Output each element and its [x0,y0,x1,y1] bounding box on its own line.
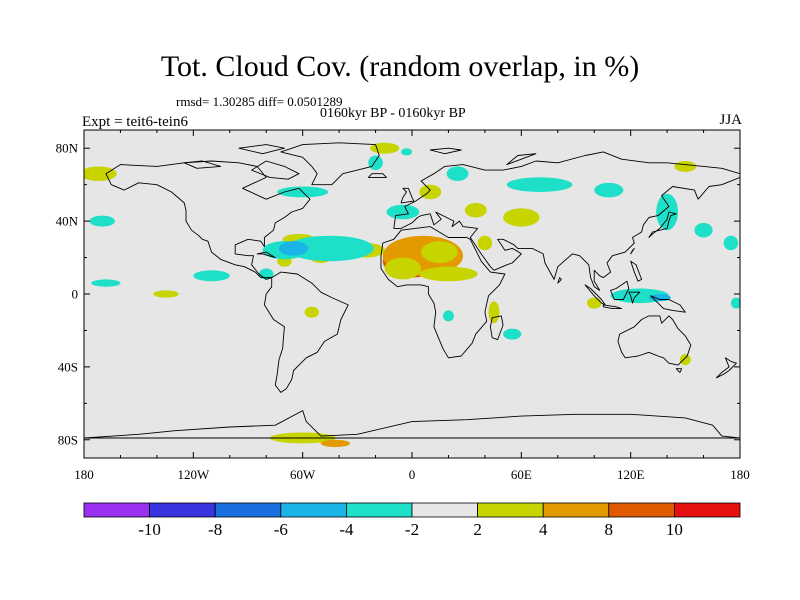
anomaly-layer [84,142,740,448]
coastline [650,295,686,313]
anomaly-patch [278,241,309,256]
coastline [610,280,630,300]
anomaly-patch [419,266,478,282]
coastline [506,153,537,166]
anomaly-patch [586,297,602,309]
axis-layer: 180 120W 60W 0 60E 120E 180 80N 40N 0 40S 80S [56,130,750,482]
coastline [557,277,562,284]
anomaly-patch [84,166,117,182]
anomaly-patch [368,155,383,171]
anomaly-patch [91,279,121,287]
x-tick-label: 60E [511,467,532,482]
anomaly-patch [320,439,351,448]
anomaly-patch [488,301,500,324]
coastline [429,147,462,155]
coastline [183,160,222,169]
colorbar-swatch [674,502,741,518]
y-tick-label: 80S [58,432,78,447]
colorbar-swatch [280,502,347,518]
colorbar-label: 10 [666,520,683,539]
colorbar-swatch [83,502,150,518]
experiment-label: Expt = teit6-tein6 [82,114,188,130]
anomaly-patch [153,290,179,298]
coastline [715,357,737,379]
anomaly-patch [723,235,739,251]
y-tick-label: 40S [58,359,78,374]
anomaly-patch [477,235,493,251]
x-tick-label: 180 [730,467,750,482]
anomaly-patch [89,215,115,227]
colorbar-label: 8 [605,520,614,539]
coastline [105,160,311,280]
anomaly-patch [386,204,420,220]
anomaly-patch [503,328,522,340]
period-label: 0160kyr BP - 0160kyr BP [320,106,466,121]
colorbar-swatch [214,502,282,518]
coastline [602,304,623,310]
x-tick-label: 0 [409,467,416,482]
y-tick-label: 0 [72,287,79,302]
coastline [630,260,643,282]
colorbar: -10 -8 -6 -4 -2 2 4 8 10 [83,502,741,539]
coastline-layer [84,142,740,439]
anomaly-patch [679,354,691,366]
coastline [648,211,677,238]
coastline [393,151,740,291]
coastline [400,187,415,204]
colorbar-swatch [411,502,478,518]
coastline [263,271,349,393]
anomaly-patch [193,270,230,282]
colorbar-swatch [608,502,675,518]
anomaly-patch [506,177,573,192]
anomaly-patch [503,208,540,227]
colorbar-label: -2 [405,520,419,539]
colorbar-label: -4 [339,520,354,539]
anomaly-patch [384,257,422,280]
coastline [251,160,300,180]
anomaly-patch [594,182,624,198]
colorbar-swatch [149,502,216,518]
coastline [489,315,504,341]
anomaly-patch [419,184,442,200]
anomaly-patch [730,297,740,309]
colorbar-swatch [477,502,544,518]
coastline [367,173,387,178]
anomaly-patch [694,222,713,238]
coastline [628,291,641,304]
anomaly-patch [304,306,320,318]
x-tick-label: 120E [617,467,645,482]
anomaly-patch [401,148,412,156]
colorbar-label: 4 [539,520,548,539]
colorbar-swatch [345,502,413,518]
coastline [380,226,506,359]
anomaly-patch [442,310,454,322]
colorbar-swatch [542,502,610,518]
coastline [630,247,635,255]
x-tick-label: 180 [74,467,94,482]
y-tick-label: 80N [56,141,79,156]
anomaly-patch [656,193,679,231]
season-label: JJA [719,112,742,128]
colorbar-label: 2 [473,520,482,539]
coastline [617,315,692,366]
coastline [280,142,380,186]
colorbar-label: -6 [274,520,288,539]
anomaly-patch [464,202,487,218]
chart-title: Tot. Cloud Cov. (random overlap, in %) [160,50,640,83]
y-tick-label: 40N [56,214,79,229]
coastline [675,368,683,373]
anomaly-patch [674,160,697,172]
x-tick-label: 60W [290,467,316,482]
coastline [238,144,285,155]
anomaly-patch [286,235,374,262]
stats-label: rmsd= 1.30285 diff= 0.0501289 [176,94,343,109]
anomaly-patch [421,241,458,264]
coastline [84,410,740,439]
x-tick-label: 120W [177,467,210,482]
coastline [256,251,276,259]
anomaly-patch [446,166,469,182]
colorbar-label: -8 [208,520,222,539]
colorbar-label: -10 [138,520,161,539]
